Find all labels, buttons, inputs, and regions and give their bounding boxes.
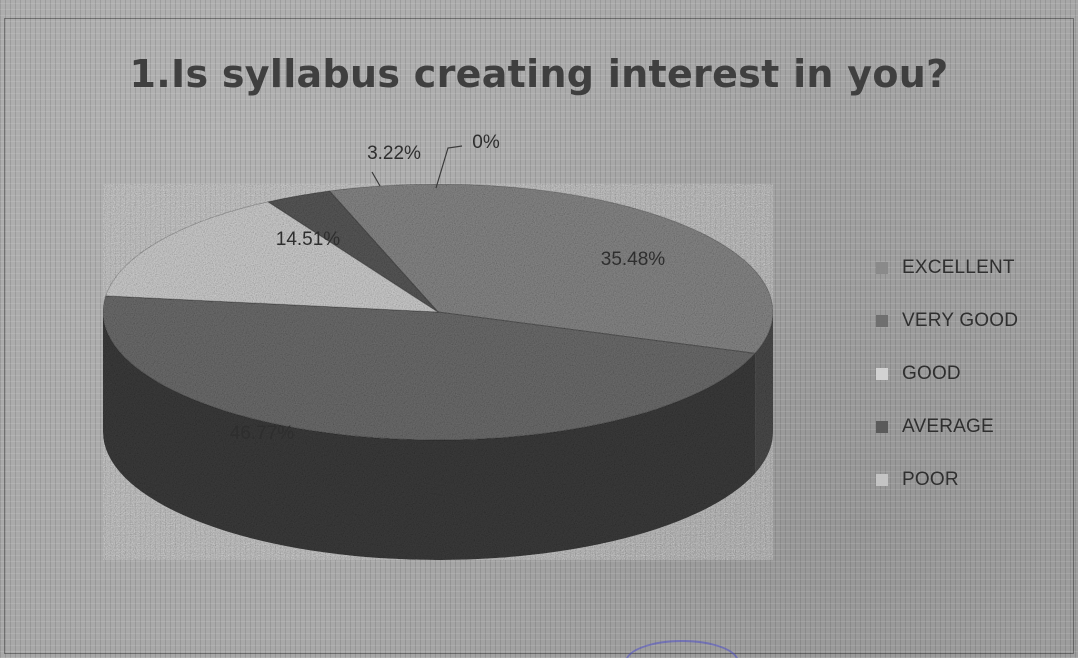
pie-slice-average [266, 190, 439, 313]
pie-slice-good [104, 201, 440, 313]
legend-label-excellent: EXCELLENT [902, 257, 1015, 278]
pie-side-excellent [755, 312, 773, 474]
legend-item-average: AVERAGE [876, 411, 1066, 443]
legend-swatch-excellent [876, 262, 888, 274]
chart-frame [4, 18, 1074, 654]
legend-item-good: GOOD [876, 358, 1066, 390]
legend-label-poor: POOR [902, 469, 959, 490]
data-label-excellent: 35.48% [601, 249, 666, 270]
data-label-very-good: 46.77% [230, 423, 295, 444]
legend-swatch-good [876, 368, 888, 380]
data-label-good: 14.51% [276, 229, 341, 250]
leader-line-average [371, 171, 381, 187]
data-label-average: 3.22% [367, 143, 421, 164]
chart-title: 1.Is syllabus creating interest in you? [129, 52, 949, 96]
legend-item-excellent: EXCELLENT [876, 252, 1066, 284]
legend-swatch-very-good [876, 315, 888, 327]
pie-slice-very-good [102, 295, 757, 441]
legend-item-poor: POOR [876, 464, 1066, 496]
legend-swatch-poor [876, 474, 888, 486]
chart-legend: EXCELLENT VERY GOOD GOOD AVERAGE POOR [876, 252, 1066, 517]
legend-item-very-good: VERY GOOD [876, 305, 1066, 337]
pie-layer [102, 183, 774, 561]
legend-label-very-good: VERY GOOD [902, 310, 1019, 331]
leader-line-poor [435, 145, 463, 189]
data-label-poor: 0% [472, 132, 500, 153]
legend-label-good: GOOD [902, 363, 961, 384]
pie-slice-excellent [328, 183, 774, 354]
legend-swatch-average [876, 421, 888, 433]
legend-label-average: AVERAGE [902, 416, 994, 437]
pie-side-very-good [103, 312, 756, 561]
